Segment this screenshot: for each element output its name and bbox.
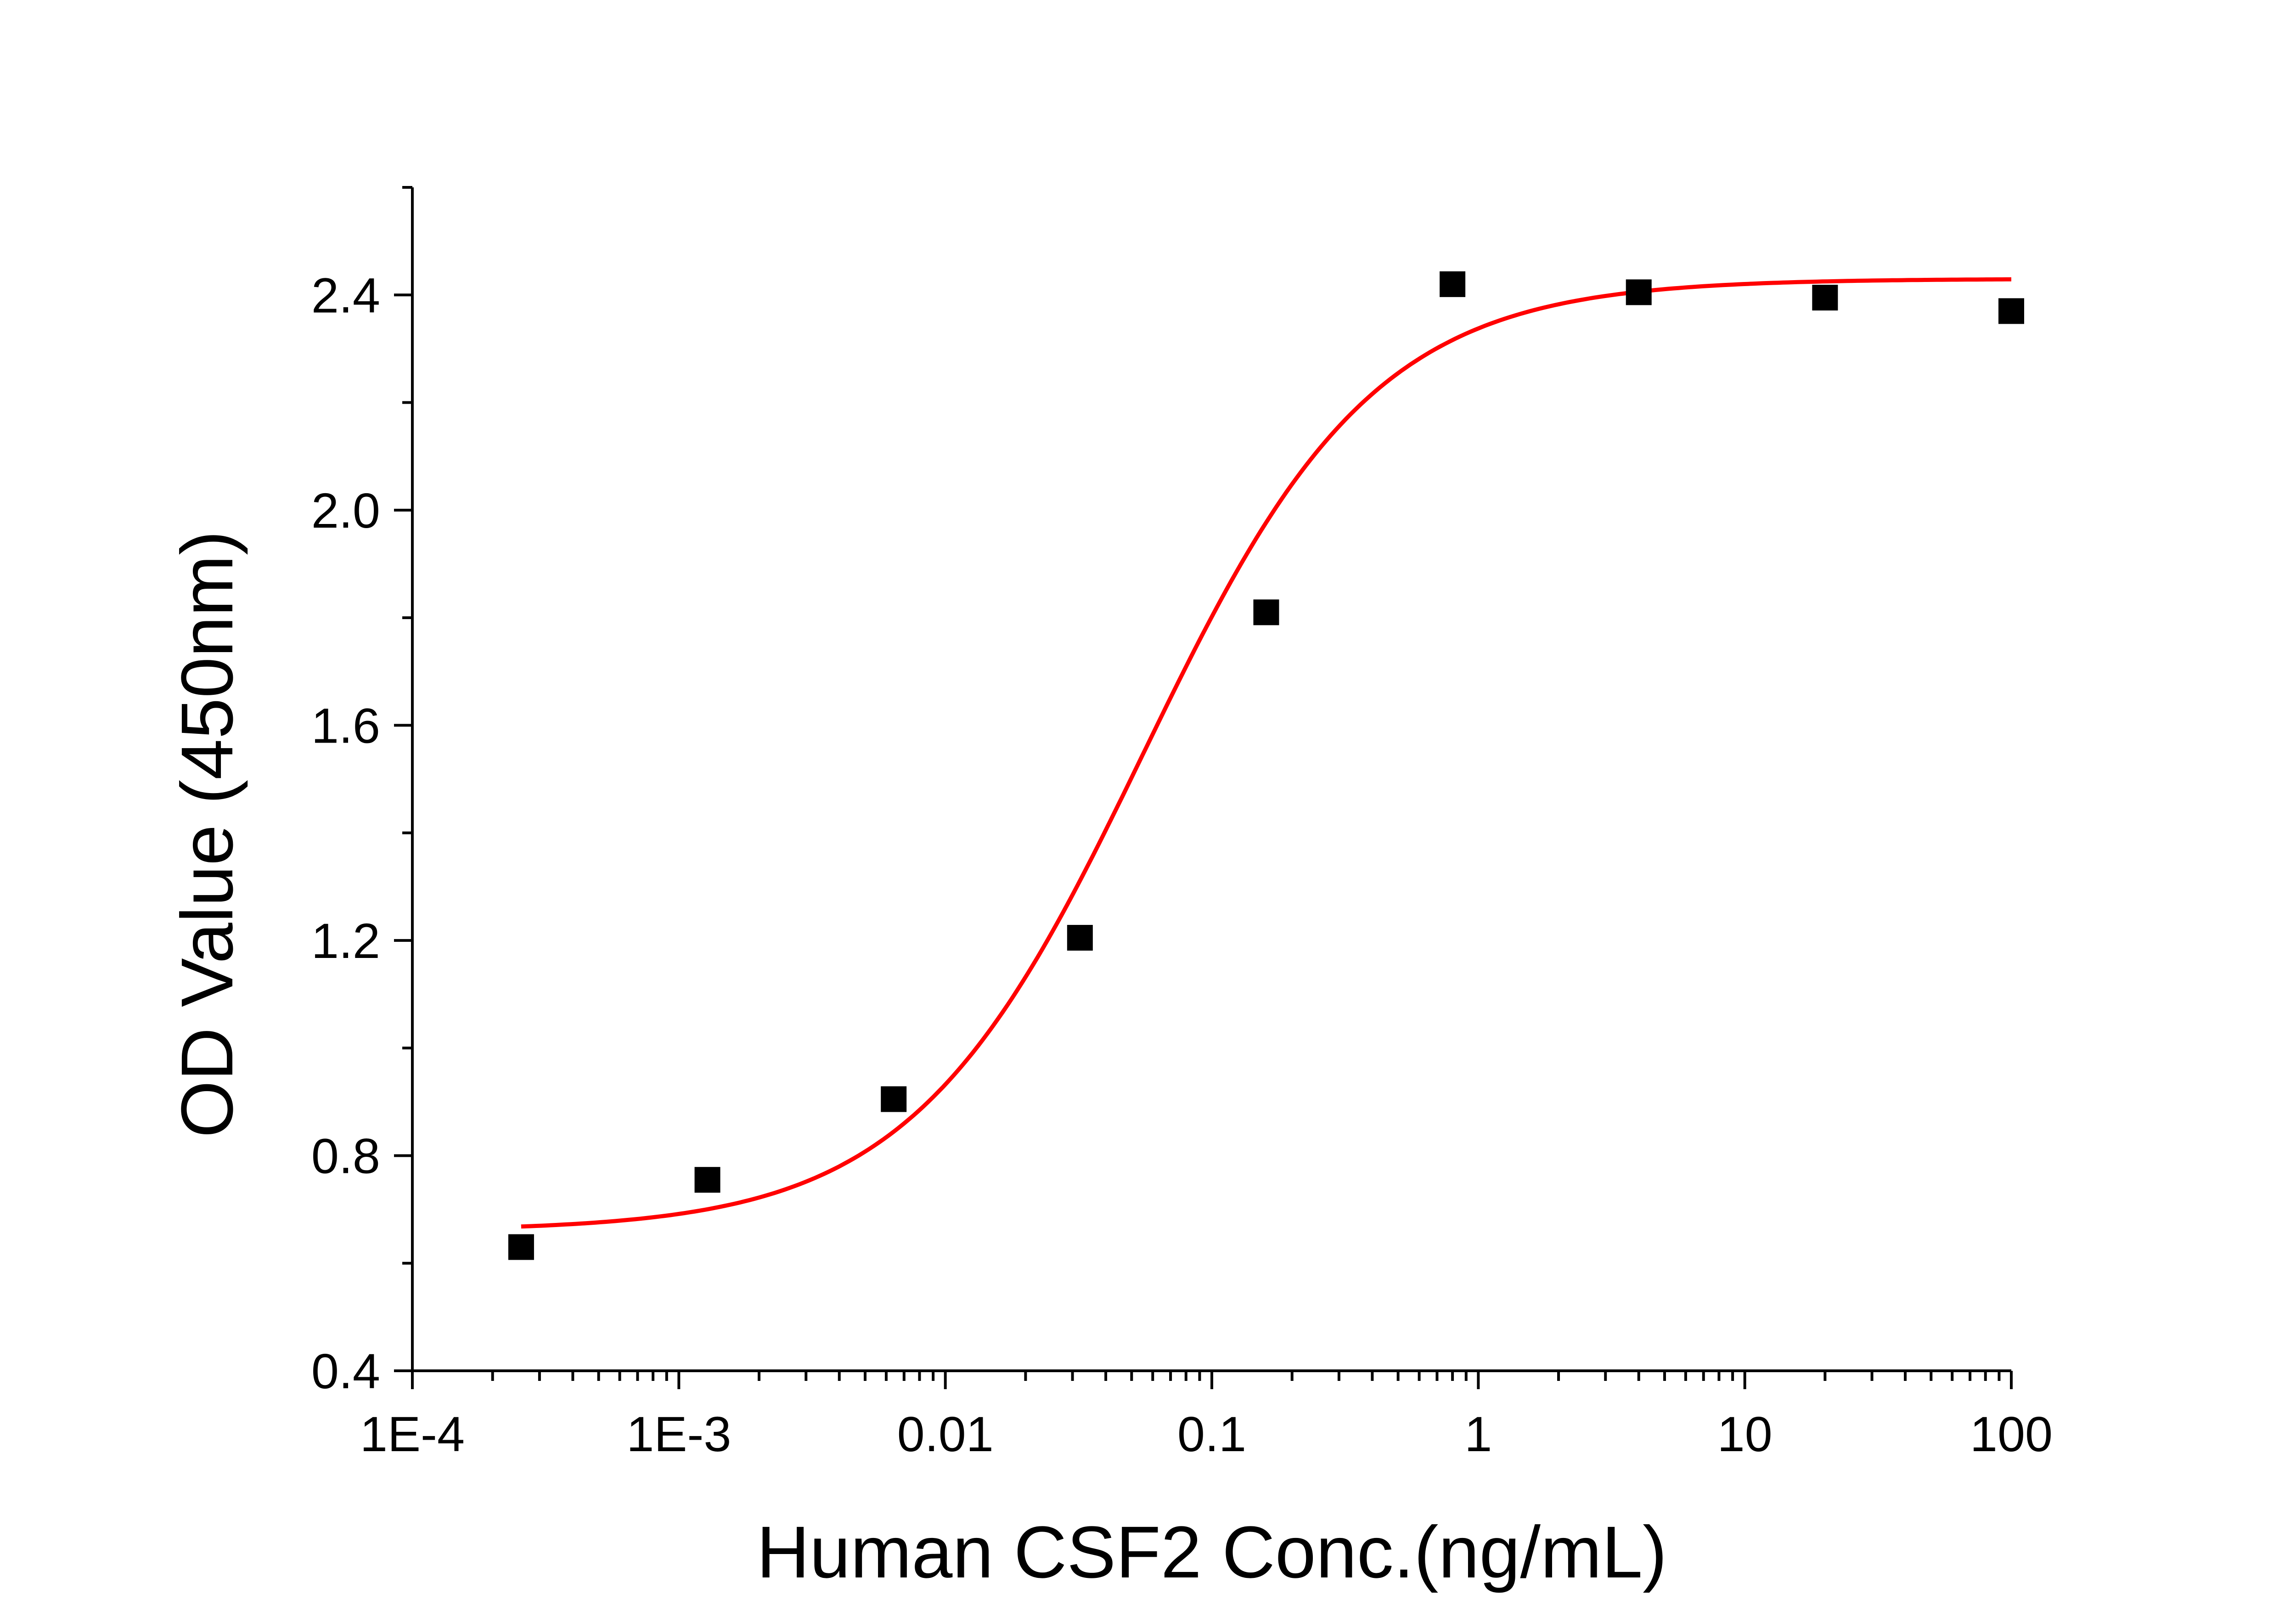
data-point: [1998, 298, 2024, 324]
data-point: [508, 1234, 534, 1260]
fit-curve: [521, 277, 2011, 1229]
y-ticks: [394, 186, 412, 1372]
x-tick-label: 1E-4: [360, 1406, 465, 1462]
y-tick-labels: 0.4 0.8 1.2 1.6 2.0 2.4: [311, 267, 380, 1399]
x-ticks: [411, 1371, 2013, 1389]
x-tick-label: 0.01: [897, 1406, 994, 1462]
x-tick-label: 1E-3: [626, 1406, 731, 1462]
x-axis-title: Human CSF2 Conc.(ng/mL): [757, 1511, 1667, 1593]
data-point: [694, 1167, 720, 1193]
x-tick-labels: 1E-4 1E-3 0.01 0.1 1 10 100: [360, 1406, 2053, 1462]
y-tick-label: 2.0: [311, 483, 380, 538]
data-point: [1440, 271, 1466, 297]
data-points: [508, 271, 2024, 1260]
y-tick-label: 1.6: [311, 698, 380, 753]
data-point: [1067, 925, 1093, 951]
x-tick-label: 10: [1717, 1406, 1773, 1462]
y-tick-label: 0.4: [311, 1343, 380, 1399]
x-tick-label: 0.1: [1177, 1406, 1246, 1462]
data-point: [881, 1086, 907, 1112]
data-point: [1253, 599, 1279, 625]
y-tick-label: 1.2: [311, 913, 380, 969]
y-tick-label: 0.8: [311, 1128, 380, 1183]
x-tick-label: 100: [1970, 1406, 2053, 1462]
x-tick-label: 1: [1464, 1406, 1492, 1462]
y-axis-title: OD Value (450nm): [166, 530, 248, 1138]
data-point: [1812, 285, 1838, 311]
y-tick-label: 2.4: [311, 267, 380, 323]
data-point: [1626, 279, 1652, 305]
